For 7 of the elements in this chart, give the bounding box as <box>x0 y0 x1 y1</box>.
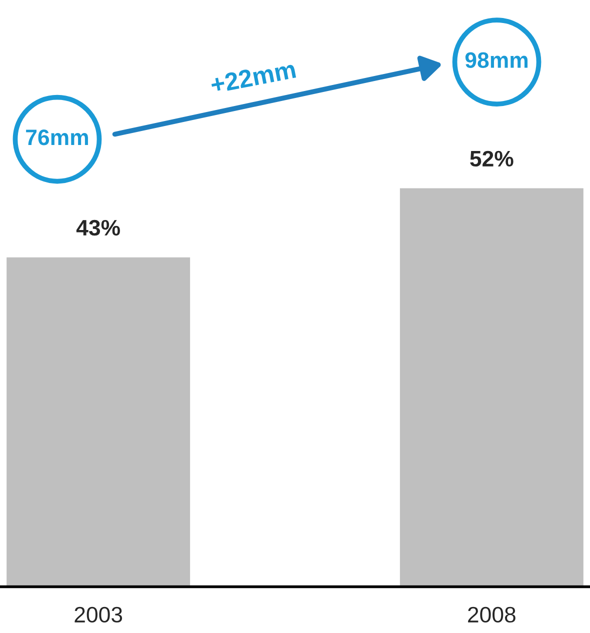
text: 98mm <box>465 52 528 68</box>
text: 76mm <box>26 129 88 146</box>
x-tick-label: 2008 <box>468 606 516 623</box>
x-tick-label: 2003 <box>74 606 122 623</box>
data-label: 43% <box>76 220 120 236</box>
text: +22mm <box>210 60 296 94</box>
data-label: 52% <box>470 150 514 167</box>
